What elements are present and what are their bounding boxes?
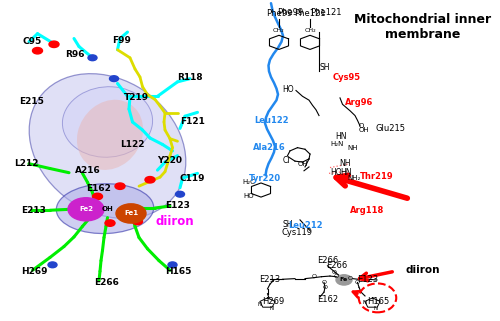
Text: O: O [359, 123, 364, 129]
Text: Cys119: Cys119 [282, 228, 313, 237]
Text: H165: H165 [368, 297, 390, 306]
Text: O: O [322, 285, 328, 290]
Text: O: O [348, 276, 352, 281]
Text: N: N [258, 302, 262, 308]
Text: OH: OH [298, 161, 308, 167]
Text: Fe2: Fe2 [79, 206, 93, 212]
Text: F99: F99 [112, 36, 132, 45]
Text: H269: H269 [21, 267, 48, 276]
Circle shape [115, 183, 125, 189]
Text: A216: A216 [75, 166, 101, 175]
Text: E215: E215 [19, 97, 44, 106]
Circle shape [110, 76, 118, 82]
Text: E162: E162 [86, 184, 111, 193]
Circle shape [32, 48, 42, 54]
Text: E123: E123 [165, 201, 190, 210]
Circle shape [49, 41, 59, 48]
Text: Thr219: Thr219 [360, 172, 394, 181]
Circle shape [48, 262, 57, 268]
Text: Fe1: Fe1 [124, 211, 138, 216]
Ellipse shape [62, 87, 152, 157]
Text: NH: NH [348, 145, 358, 151]
Circle shape [92, 193, 102, 200]
Text: H269: H269 [262, 297, 285, 306]
Text: L212: L212 [14, 159, 38, 168]
Circle shape [88, 55, 97, 61]
Text: OH: OH [359, 127, 370, 133]
Ellipse shape [29, 74, 186, 219]
Text: NH₂: NH₂ [348, 175, 361, 181]
Text: diiron: diiron [155, 215, 194, 228]
Circle shape [132, 218, 142, 225]
Text: OH: OH [102, 206, 114, 212]
Text: H₂C: H₂C [242, 179, 255, 185]
Text: Leu212: Leu212 [288, 221, 323, 230]
Text: Cys95: Cys95 [332, 73, 360, 82]
Text: O: O [334, 274, 338, 279]
Text: E266: E266 [326, 261, 347, 270]
Text: Fe: Fe [340, 277, 348, 282]
Text: Ala216: Ala216 [253, 143, 286, 152]
Text: O: O [312, 274, 316, 279]
Text: Cl: Cl [282, 156, 290, 165]
Text: H165: H165 [165, 267, 192, 276]
Text: O: O [322, 280, 326, 285]
Circle shape [168, 262, 177, 268]
Text: HO: HO [330, 168, 342, 177]
Circle shape [105, 220, 115, 226]
Circle shape [336, 275, 352, 285]
Text: Arg96: Arg96 [345, 98, 374, 107]
Text: O: O [355, 280, 360, 285]
Text: E123: E123 [357, 275, 378, 284]
Text: N: N [270, 306, 274, 311]
Text: Phe121: Phe121 [294, 9, 326, 18]
Text: Arg118: Arg118 [350, 206, 384, 215]
Text: HO: HO [282, 85, 294, 94]
Text: N: N [363, 300, 367, 305]
Text: HN: HN [335, 132, 346, 141]
Text: CH₂: CH₂ [272, 28, 284, 33]
Text: E213: E213 [260, 275, 280, 284]
Text: C95: C95 [22, 37, 42, 46]
Text: Mitochondrial inner
membrane: Mitochondrial inner membrane [354, 13, 491, 41]
Text: SH: SH [282, 220, 293, 229]
Text: Phe99: Phe99 [266, 9, 292, 18]
Text: H₂N: H₂N [330, 142, 344, 147]
Text: N: N [374, 306, 378, 311]
Text: Phe99: Phe99 [278, 8, 304, 17]
Text: Tyr220: Tyr220 [249, 174, 281, 183]
Text: L122: L122 [120, 140, 144, 149]
Text: H: H [375, 299, 379, 304]
Text: Glu215: Glu215 [375, 124, 405, 133]
Text: E213: E213 [21, 206, 46, 215]
Text: HN: HN [340, 168, 351, 177]
Text: R96: R96 [65, 50, 84, 59]
Circle shape [68, 198, 104, 221]
Circle shape [145, 177, 155, 183]
Circle shape [176, 191, 184, 197]
Text: R118: R118 [178, 73, 203, 82]
Text: O: O [332, 270, 336, 275]
Text: F121: F121 [180, 117, 205, 126]
Text: T219: T219 [124, 93, 149, 102]
Text: E162: E162 [317, 295, 338, 304]
Text: Y220: Y220 [158, 156, 182, 165]
Ellipse shape [56, 184, 154, 234]
Text: Leu122: Leu122 [254, 116, 288, 125]
Text: NH: NH [339, 159, 350, 168]
Circle shape [116, 204, 146, 223]
Text: Phe121: Phe121 [310, 8, 342, 17]
Text: diiron: diiron [405, 265, 440, 275]
Text: E266: E266 [94, 278, 119, 287]
Text: HO: HO [244, 194, 254, 199]
Ellipse shape [77, 100, 143, 170]
Text: C119: C119 [180, 174, 206, 183]
Text: E266: E266 [317, 256, 338, 265]
Text: SH: SH [320, 63, 330, 72]
Text: CH₂: CH₂ [304, 28, 316, 33]
